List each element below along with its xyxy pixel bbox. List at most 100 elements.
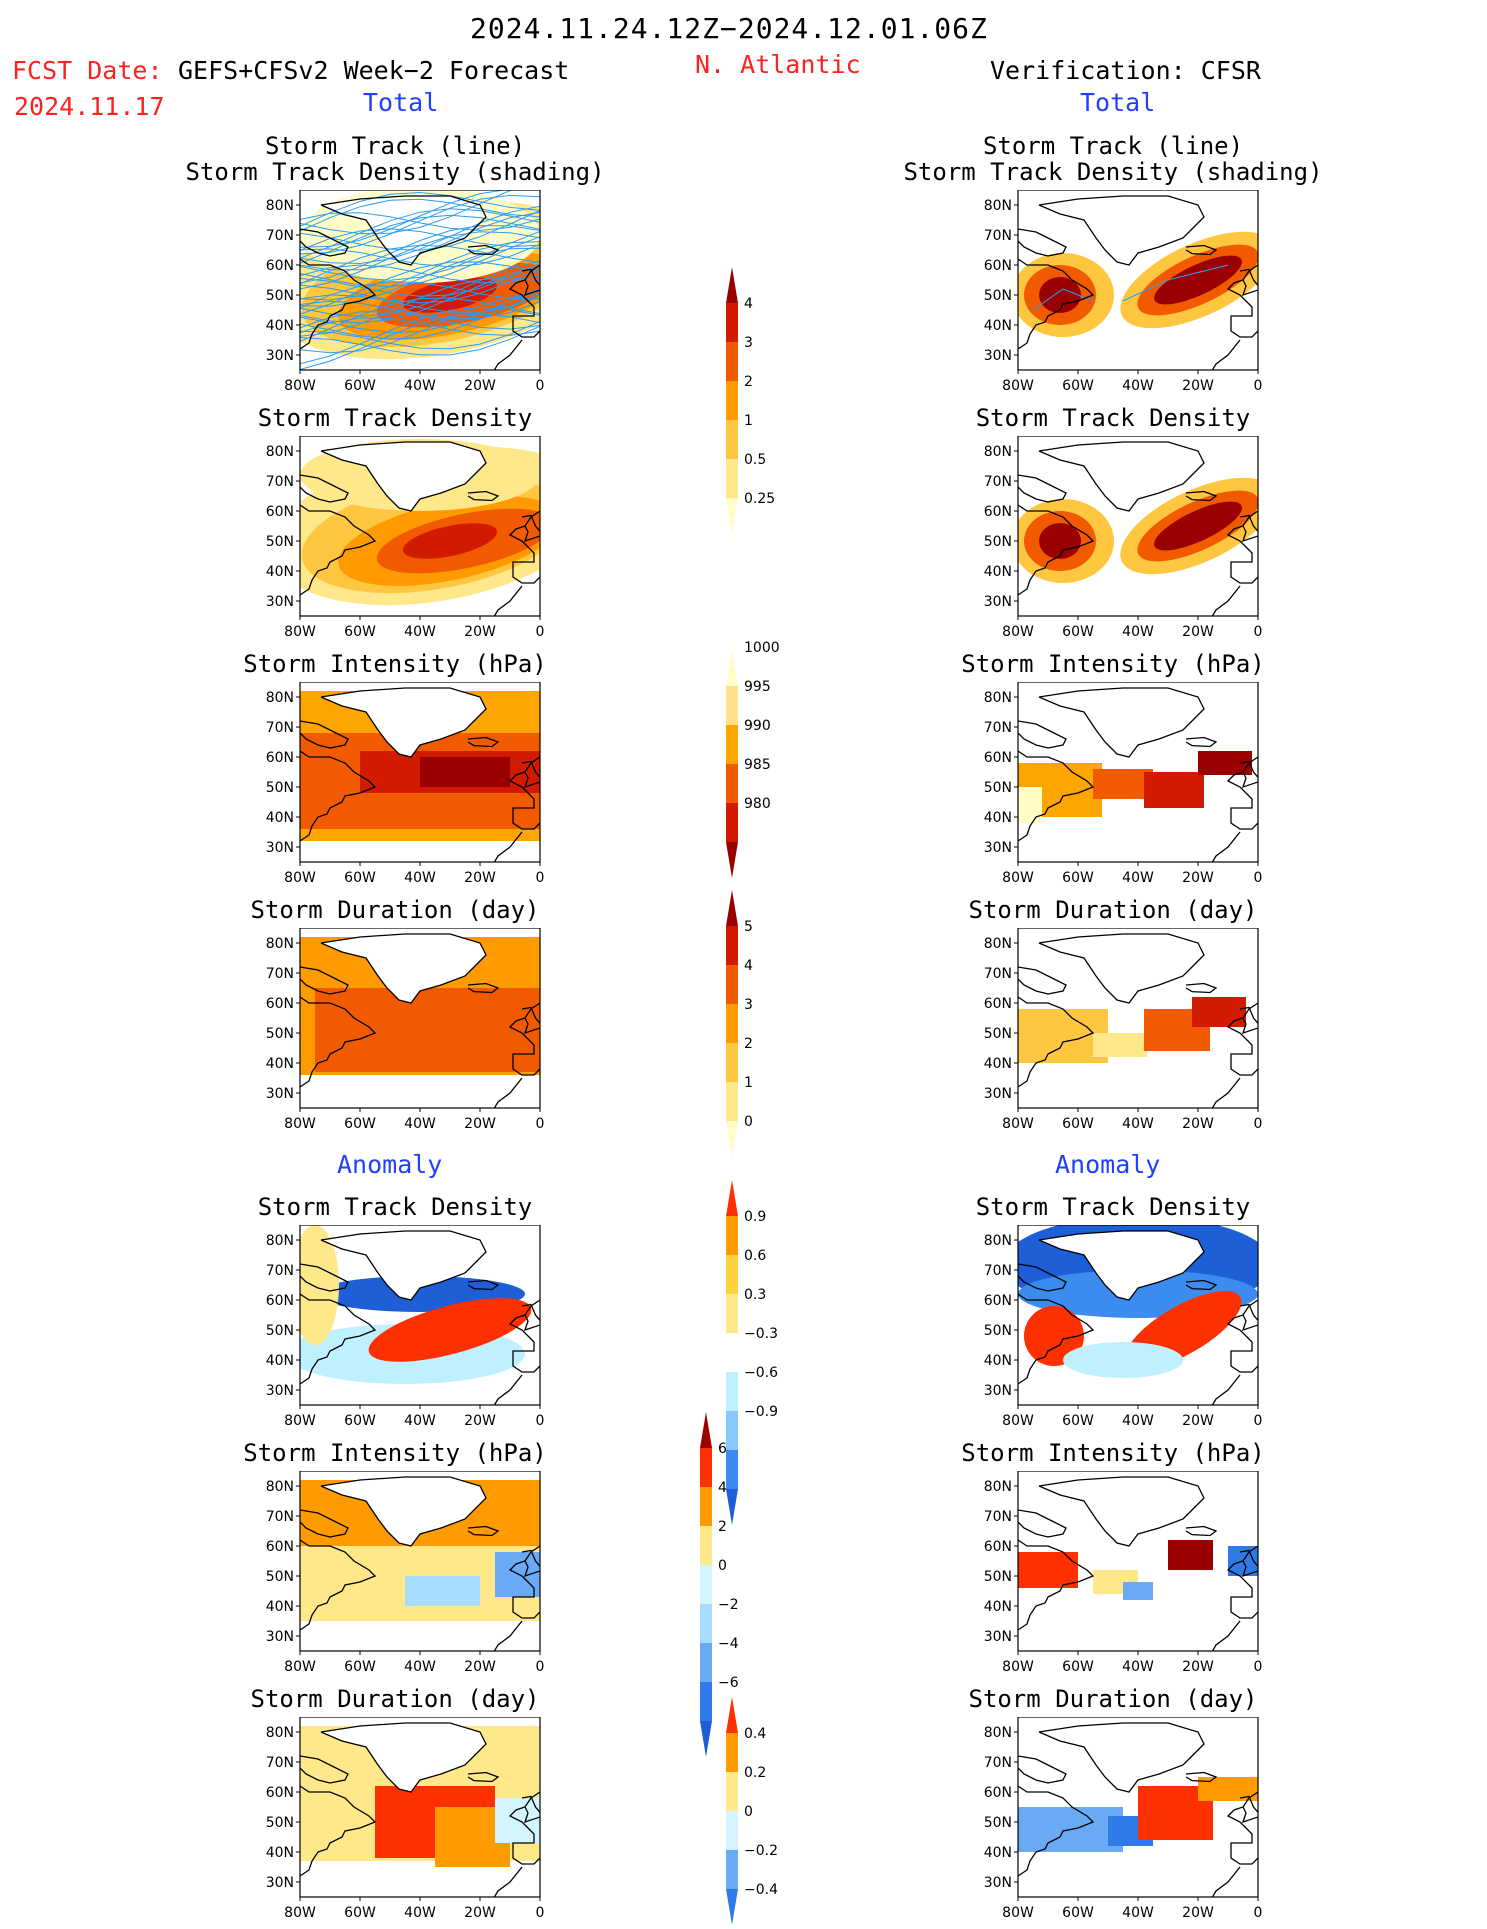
- lon-tick-label: 40W: [1122, 1905, 1154, 1921]
- lat-tick-label: 50N: [266, 288, 294, 304]
- lat-tick-label: 40N: [266, 1056, 294, 1072]
- lon-tick-label: 80W: [1002, 378, 1034, 394]
- lon-tick-label: 20W: [464, 1413, 496, 1429]
- colorbar-anom-intensity: 6 4 2 0 −2 −4 −6: [700, 1410, 780, 1759]
- colorbar-label: 990: [744, 718, 771, 734]
- lat-tick-label: 80N: [984, 690, 1012, 706]
- lat-tick-label: 80N: [984, 1725, 1012, 1741]
- lon-tick-label: 0: [536, 624, 545, 640]
- colorbar-duration: 5 4 3 2 1 0: [726, 888, 806, 1159]
- lat-tick-label: 50N: [984, 780, 1012, 796]
- lat-tick-label: 50N: [266, 1323, 294, 1339]
- lon-tick-label: 80W: [1002, 870, 1034, 886]
- lon-tick-label: 40W: [404, 378, 436, 394]
- map-duration-forecast: 80N 70N 60N 50N 40N 30N 80W 60W 40W 20W 0: [255, 928, 560, 1140]
- panel-title-intensity-fcst: Storm Intensity (hPa): [243, 650, 547, 678]
- colorbar-label: 995: [744, 679, 771, 695]
- map-anom-density-forecast: 80N 70N 60N 50N 40N 30N 80W 60W 40W 20W 0: [255, 1225, 560, 1437]
- colorbar-label: 0: [744, 1114, 753, 1130]
- section-total-right: Total: [1080, 88, 1156, 117]
- map-anom-duration-verification: 80N 70N 60N 50N 40N 30N 80W 60W 40W 20W 0: [973, 1717, 1278, 1929]
- panel-title-anom-intensity-fcst: Storm Intensity (hPa): [243, 1439, 547, 1467]
- lon-tick-label: 80W: [1002, 1413, 1034, 1429]
- lat-tick-label: 40N: [984, 1845, 1012, 1861]
- colorbar-label: 1: [744, 1075, 753, 1091]
- lon-tick-label: 0: [1254, 870, 1263, 886]
- lat-tick-label: 40N: [984, 810, 1012, 826]
- colorbar-label: 1000: [744, 640, 780, 656]
- lon-tick-label: 60W: [1062, 870, 1094, 886]
- colorbar-label: 4: [744, 958, 753, 974]
- lon-tick-label: 60W: [1062, 1659, 1094, 1675]
- fcst-date: 2024.11.17: [14, 92, 165, 121]
- lat-tick-label: 50N: [266, 1815, 294, 1831]
- map-intensity-forecast: 80N 70N 60N 50N 40N 30N 80W 60W 40W 20W 0: [255, 682, 560, 894]
- colorbar-track-density: 4 3 2 1 0.5 0.25: [726, 265, 806, 536]
- lat-tick-label: 70N: [984, 966, 1012, 982]
- lat-tick-label: 50N: [266, 1569, 294, 1585]
- lat-tick-label: 40N: [984, 564, 1012, 580]
- forecast-name: GEFS+CFSv2 Week−2 Forecast: [178, 56, 570, 85]
- lon-tick-label: 40W: [1122, 1116, 1154, 1132]
- lat-tick-label: 70N: [266, 228, 294, 244]
- lat-tick-label: 50N: [266, 534, 294, 550]
- colorbar-label: −2: [718, 1597, 739, 1613]
- lon-tick-label: 80W: [284, 1905, 316, 1921]
- lat-tick-label: 80N: [984, 198, 1012, 214]
- map-anom-intensity-forecast: 80N 70N 60N 50N 40N 30N 80W 60W 40W 20W 0: [255, 1471, 560, 1683]
- lat-tick-label: 40N: [984, 318, 1012, 334]
- panel-title-track-shading-fcst: Storm Track Density (shading): [185, 158, 605, 186]
- lon-tick-label: 60W: [1062, 1413, 1094, 1429]
- lat-tick-label: 40N: [984, 1599, 1012, 1615]
- lat-tick-label: 80N: [266, 690, 294, 706]
- lon-tick-label: 60W: [344, 1659, 376, 1675]
- lon-tick-label: 60W: [344, 1905, 376, 1921]
- lon-tick-label: 40W: [1122, 624, 1154, 640]
- lat-tick-label: 70N: [984, 1755, 1012, 1771]
- lon-tick-label: 20W: [464, 1905, 496, 1921]
- section-anomaly-right: Anomaly: [1055, 1150, 1161, 1179]
- lat-tick-label: 40N: [266, 1845, 294, 1861]
- lat-tick-label: 60N: [266, 996, 294, 1012]
- lat-tick-label: 80N: [984, 1233, 1012, 1249]
- lat-tick-label: 30N: [266, 840, 294, 856]
- lat-tick-label: 60N: [984, 1785, 1012, 1801]
- panel-title-duration-verif: Storm Duration (day): [968, 896, 1258, 924]
- lon-tick-label: 80W: [284, 1116, 316, 1132]
- lon-tick-label: 60W: [344, 870, 376, 886]
- colorbar-anom-duration: 0.4 0.2 0 −0.2 −0.4: [726, 1695, 806, 1927]
- lon-tick-label: 20W: [1182, 1659, 1214, 1675]
- colorbar-label: 0: [718, 1558, 727, 1574]
- lat-tick-label: 60N: [984, 750, 1012, 766]
- lat-tick-label: 60N: [266, 1785, 294, 1801]
- lon-tick-label: 80W: [284, 378, 316, 394]
- lat-tick-label: 60N: [984, 996, 1012, 1012]
- lat-tick-label: 80N: [266, 1479, 294, 1495]
- lat-tick-label: 70N: [266, 1509, 294, 1525]
- panel-title-track-shading-verif: Storm Track Density (shading): [903, 158, 1323, 186]
- lon-tick-label: 80W: [1002, 1659, 1034, 1675]
- lon-tick-label: 20W: [1182, 624, 1214, 640]
- lat-tick-label: 40N: [984, 1353, 1012, 1369]
- colorbar-label: −0.3: [744, 1326, 778, 1342]
- lon-tick-label: 20W: [464, 624, 496, 640]
- lat-tick-label: 30N: [266, 348, 294, 364]
- lon-tick-label: 60W: [344, 378, 376, 394]
- colorbar-label: 5: [744, 919, 753, 935]
- lat-tick-label: 60N: [984, 1539, 1012, 1555]
- map-track-density-shading-forecast: 80N 70N 60N 50N 40N 30N 80W 60W 40W 20W 0: [255, 190, 560, 402]
- lat-tick-label: 40N: [266, 564, 294, 580]
- lon-tick-label: 80W: [284, 624, 316, 640]
- colorbar-intensity: 1000 995 990 985 980: [726, 640, 806, 880]
- colorbar-label: −0.4: [744, 1882, 778, 1898]
- lat-tick-label: 60N: [266, 1539, 294, 1555]
- lat-tick-label: 70N: [266, 1263, 294, 1279]
- lat-tick-label: 30N: [266, 1086, 294, 1102]
- lon-tick-label: 0: [1254, 1659, 1263, 1675]
- colorbar-label: 4: [744, 296, 753, 312]
- colorbar-label: 6: [718, 1441, 727, 1457]
- lat-tick-label: 70N: [266, 474, 294, 490]
- lon-tick-label: 0: [536, 1116, 545, 1132]
- lat-tick-label: 30N: [984, 840, 1012, 856]
- lat-tick-label: 60N: [266, 750, 294, 766]
